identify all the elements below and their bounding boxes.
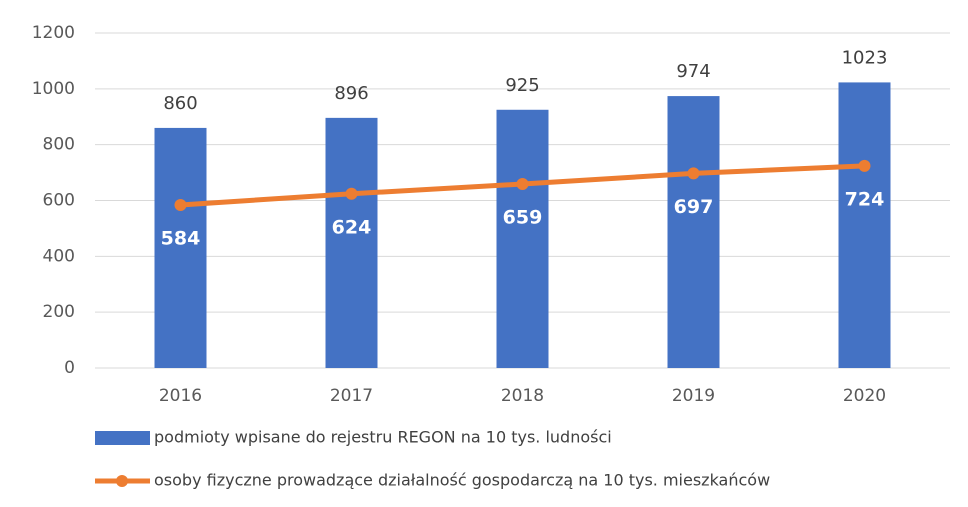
- x-tick-label: 2018: [501, 386, 544, 406]
- y-tick-label: 600: [43, 191, 75, 211]
- value-label: 659: [503, 207, 543, 229]
- marker: [345, 187, 358, 200]
- legend-swatch: [95, 431, 150, 445]
- marker: [516, 178, 529, 191]
- x-tick-label: 2016: [159, 386, 202, 406]
- value-label: 860: [163, 93, 197, 114]
- value-label: 624: [332, 216, 372, 238]
- y-tick-label: 400: [43, 246, 75, 266]
- value-label: 584: [161, 227, 201, 249]
- marker: [858, 159, 871, 172]
- y-tick-label: 200: [43, 302, 75, 322]
- value-label: 1023: [842, 47, 888, 68]
- x-tick-label: 2020: [843, 386, 886, 406]
- x-tick-label: 2017: [330, 386, 373, 406]
- value-label: 697: [674, 196, 714, 218]
- bar: [838, 82, 891, 368]
- bar: [154, 127, 207, 369]
- bar: [325, 117, 378, 368]
- legend-label: osoby fizyczne prowadzące działalność go…: [154, 471, 770, 490]
- y-tick-label: 800: [43, 135, 75, 155]
- legend-label: podmioty wpisane do rejestru REGON na 10…: [154, 428, 612, 447]
- bar: [496, 109, 549, 368]
- value-label: 896: [334, 83, 368, 104]
- legend-marker: [116, 475, 128, 487]
- x-tick-label: 2019: [672, 386, 715, 406]
- marker: [174, 198, 187, 211]
- value-label: 974: [676, 61, 710, 82]
- marker: [687, 167, 700, 180]
- value-label: 724: [845, 188, 885, 210]
- y-tick-label: 1000: [32, 79, 75, 99]
- bar: [667, 96, 720, 368]
- value-label: 925: [505, 75, 539, 96]
- y-tick-label: 1200: [32, 23, 75, 43]
- y-tick-label: 0: [64, 358, 75, 378]
